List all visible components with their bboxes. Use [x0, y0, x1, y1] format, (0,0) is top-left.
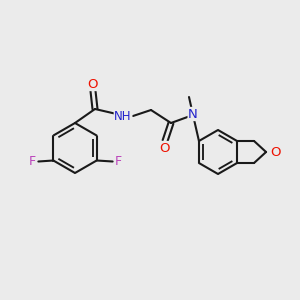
- Text: F: F: [29, 155, 36, 168]
- Text: O: O: [88, 77, 98, 91]
- Text: O: O: [159, 142, 169, 154]
- Text: F: F: [115, 155, 122, 168]
- Text: N: N: [188, 107, 198, 121]
- Text: NH: NH: [114, 110, 132, 124]
- Text: O: O: [270, 146, 280, 158]
